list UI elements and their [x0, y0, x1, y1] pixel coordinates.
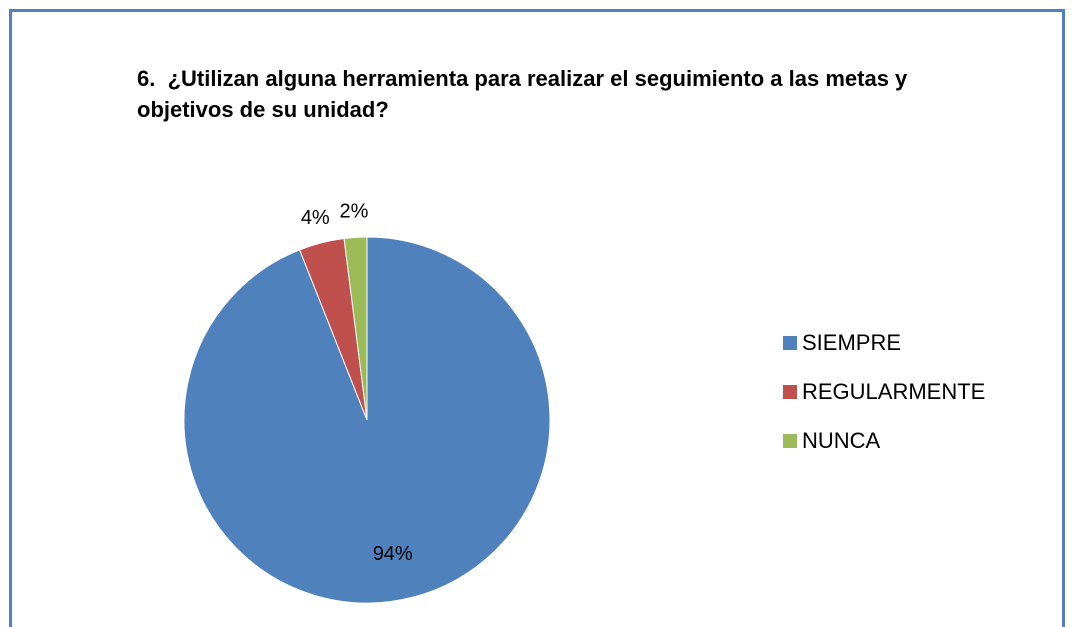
chart-title: 6. ¿Utilizan alguna herramienta para rea…	[137, 66, 914, 122]
legend-swatch	[783, 385, 797, 399]
data-label: 2%	[339, 201, 368, 223]
legend-swatch	[783, 336, 797, 350]
legend-label: SIEMPRE	[802, 330, 901, 355]
data-label: 4%	[301, 207, 330, 229]
chart-frame	[9, 9, 1065, 627]
pie-slice	[343, 236, 368, 421]
data-label: 94%	[373, 543, 413, 565]
legend-label: NUNCA	[802, 428, 881, 453]
legend-swatch	[783, 434, 797, 448]
legend-label: REGULARMENTE	[802, 379, 985, 404]
